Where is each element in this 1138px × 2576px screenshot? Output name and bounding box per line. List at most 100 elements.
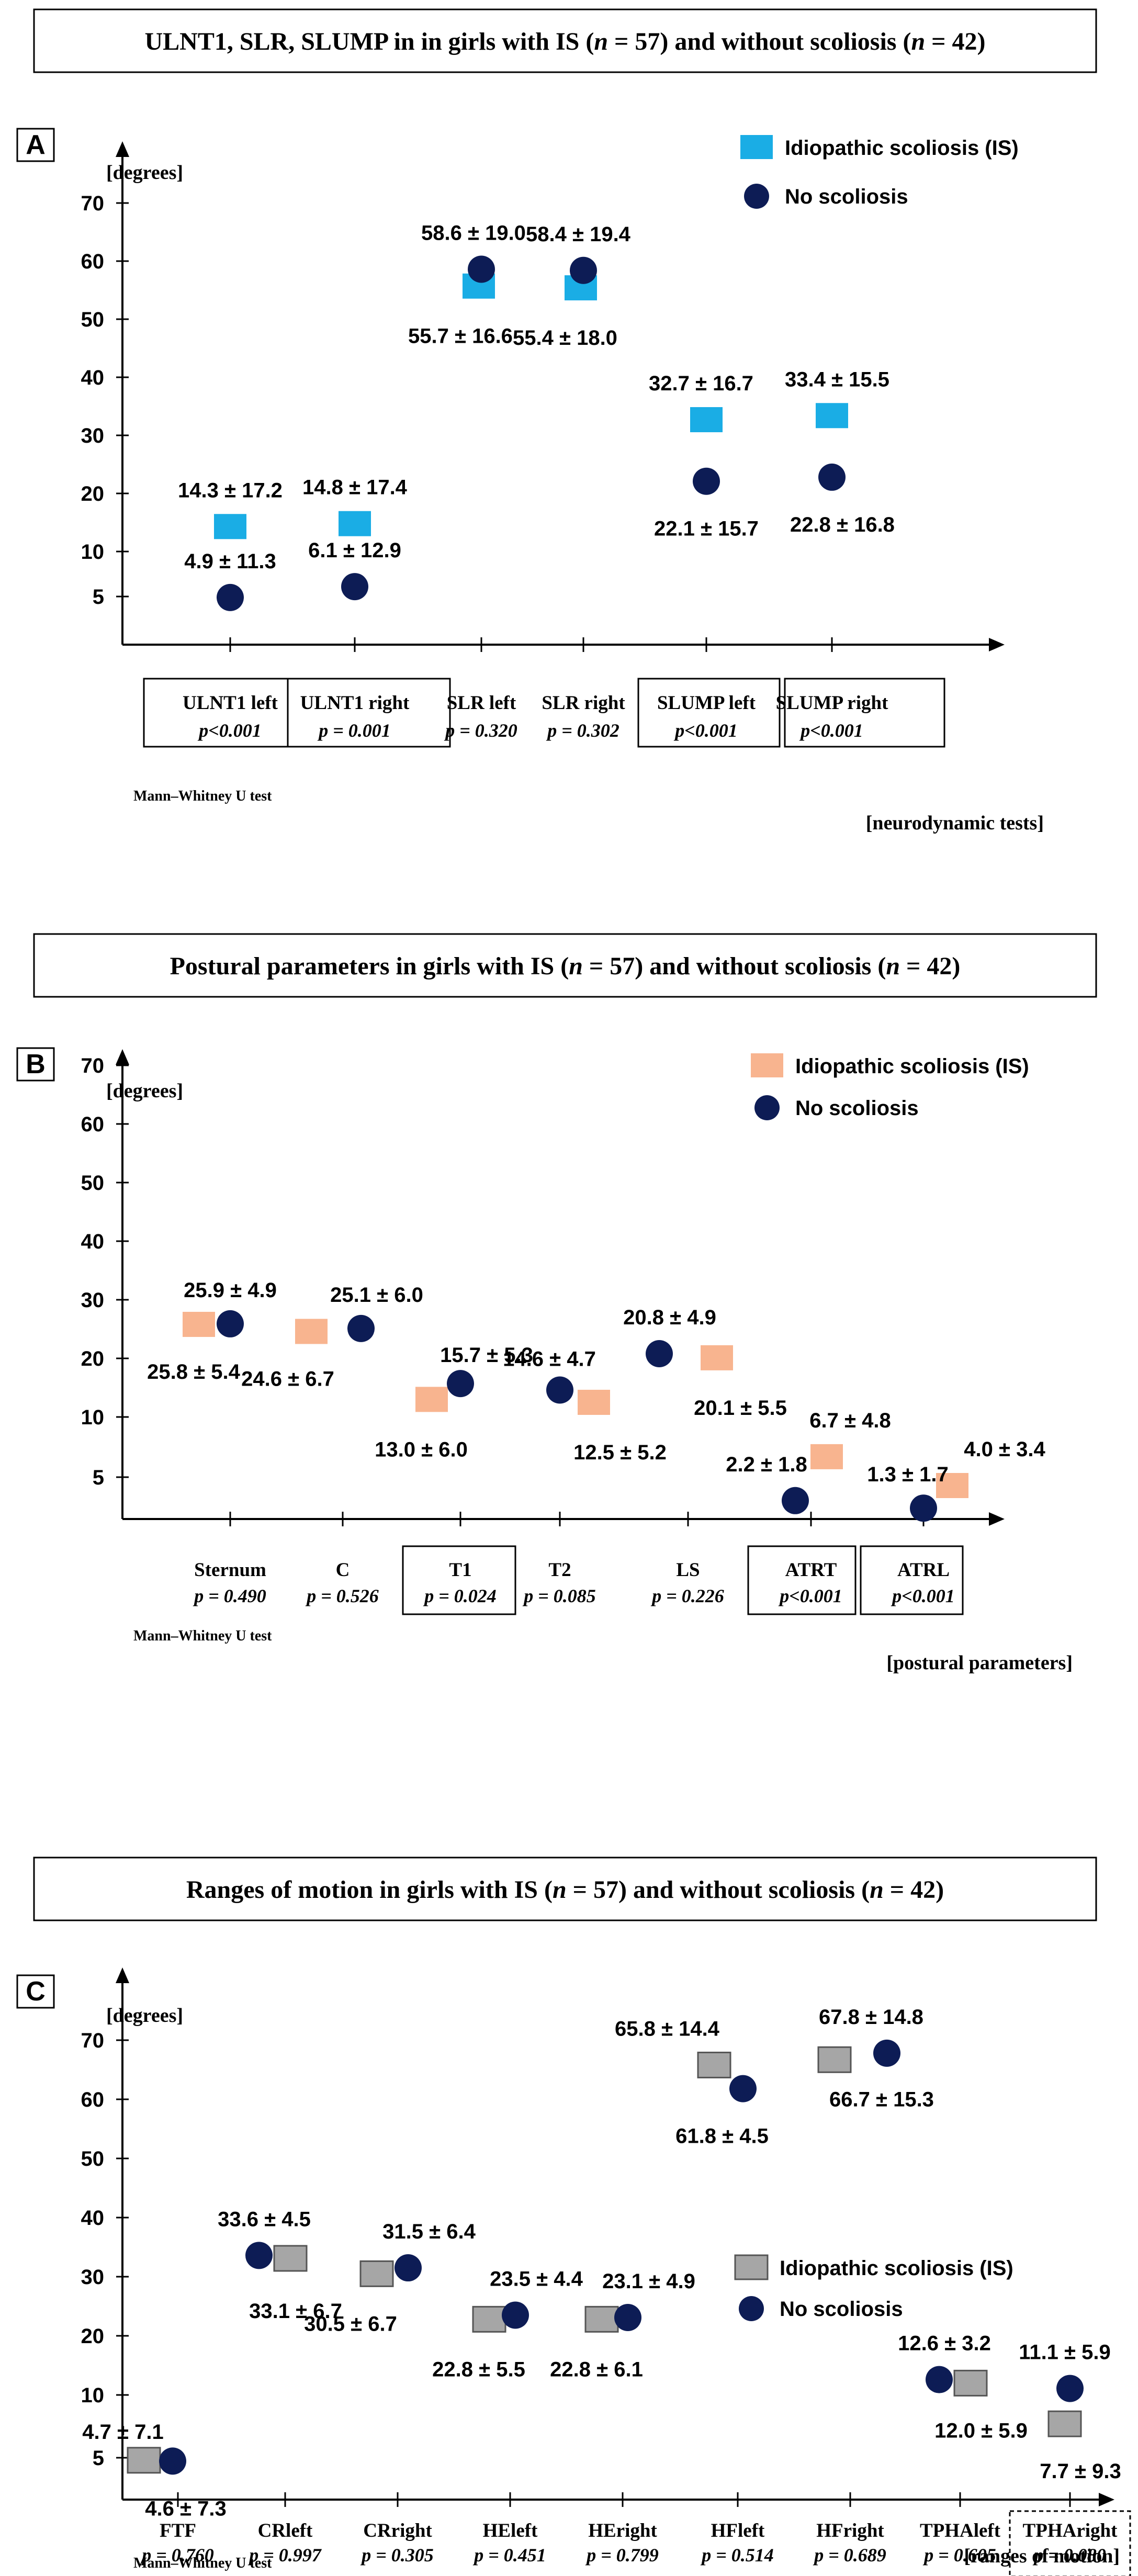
- is-data-point: [810, 1444, 843, 1469]
- ns-value-label: 1.3 ± 1.7: [867, 1463, 948, 1486]
- is-value-label: 7.7 ± 9.3: [1040, 2460, 1121, 2483]
- category-label: HEleft: [483, 2520, 538, 2541]
- ns-value-label: 6.1 ± 12.9: [308, 539, 401, 562]
- legend-marker-square: [740, 135, 773, 159]
- is-data-point: [1047, 2410, 1082, 2437]
- legend-marker-circle: [744, 184, 769, 209]
- panel-A: A [degrees] 5 10 20 30 40 50 60 70 ULNT1 left p<0.0…: [16, 128, 1044, 834]
- chart-title: Ranges of motion in girls with IS (n = 5…: [186, 1876, 944, 1904]
- p-value-label: p = 0.024: [423, 1585, 497, 1606]
- chart-title-n-symbol: n: [870, 1876, 884, 1904]
- y-tick-label: 50: [81, 2147, 105, 2170]
- y-tick-label: 30: [81, 2266, 105, 2289]
- is-value-label: 20.1 ± 5.5: [694, 1397, 787, 1420]
- is-value-label: 55.7 ± 16.6: [408, 325, 513, 348]
- p-value-label: p = 0.689: [813, 2545, 886, 2566]
- is-data-point: [816, 403, 848, 429]
- legend-label-ns: No scoliosis: [785, 185, 908, 208]
- p-value-label: p = 0.305: [360, 2545, 434, 2566]
- category-label: ULNT1 left: [183, 692, 278, 714]
- test-footnote: Mann–Whitney U test: [133, 1628, 272, 1644]
- y-axis-label: [degrees]: [106, 2005, 183, 2027]
- p-value-label: p = 0.085: [522, 1585, 596, 1606]
- significance-box-dashed: [1009, 2510, 1131, 2576]
- x-axis-label: [postural parameters]: [886, 1652, 1073, 1674]
- ns-data-point: [873, 2039, 900, 2067]
- ns-value-label: 23.5 ± 4.4: [490, 2267, 583, 2290]
- is-data-point: [817, 2046, 852, 2073]
- is-value-label: 33.4 ± 15.5: [785, 368, 889, 391]
- y-tick-label: 5: [93, 586, 104, 609]
- ns-value-label: 14.6 ± 4.7: [503, 1347, 596, 1370]
- ns-data-point: [729, 2075, 757, 2102]
- chart-title: ULNT1, SLR, SLUMP in in girls with IS ( n…: [144, 28, 985, 55]
- chart-title-frame: [33, 8, 1097, 73]
- ns-data-point: [217, 583, 244, 611]
- category-label: SLR left: [447, 692, 516, 714]
- category-label: T2: [548, 1559, 571, 1581]
- chart-title-n-symbol: n: [911, 28, 925, 55]
- legend-label-is: Idiopathic scoliosis (IS): [780, 2257, 1013, 2280]
- significance-box: [287, 678, 451, 748]
- chart-title-part: = 42): [900, 952, 960, 980]
- p-value-label: p = 0.799: [585, 2545, 659, 2566]
- significance-box: [747, 1545, 857, 1615]
- p-value-label: p<0.001: [673, 720, 738, 741]
- ns-data-point: [341, 573, 368, 601]
- panel-letter: C: [26, 1976, 46, 2007]
- is-value-label: 33.1 ± 6.7: [249, 2300, 342, 2323]
- ns-value-label: 67.8 ± 14.8: [819, 2006, 923, 2029]
- chart-title: Postural parameters in girls with IS (n …: [170, 952, 961, 980]
- is-value-label: 66.7 ± 15.3: [829, 2088, 934, 2111]
- p-value-label: p = 0.226: [650, 1585, 724, 1606]
- category-label: ATRL: [897, 1559, 950, 1581]
- is-value-label: 32.7 ± 16.7: [649, 372, 753, 395]
- significance-box: [860, 1545, 964, 1615]
- is-value-label: 14.8 ± 17.4: [302, 476, 408, 499]
- is-data-point: [472, 2305, 506, 2333]
- ns-data-point: [395, 2254, 422, 2282]
- is-data-point: [584, 2305, 619, 2333]
- legend-marker-square: [734, 2254, 769, 2280]
- p-value-label: p = 0.997: [247, 2545, 322, 2566]
- chart-title-part: ULNT1, SLR, SLUMP in in girls with IS (: [144, 28, 594, 55]
- chart-title-frame: [33, 1857, 1097, 1921]
- panel-letter: A: [26, 130, 46, 160]
- category-label: LS: [676, 1559, 700, 1581]
- chart-title-frame: [33, 933, 1097, 998]
- ns-value-label: 15.7 ± 5.3: [440, 1344, 533, 1367]
- category-label: C: [336, 1559, 350, 1581]
- ns-data-point: [546, 1376, 573, 1404]
- y-tick-label: 70: [81, 1054, 105, 1077]
- legend-label-is: Idiopathic scoliosis (IS): [795, 1055, 1029, 1078]
- p-value-label: p = 0.526: [305, 1585, 379, 1606]
- ns-data-point: [347, 1314, 375, 1342]
- ns-value-label: 61.8 ± 4.5: [675, 2125, 769, 2148]
- ns-value-label: 2.2 ± 1.8: [726, 1453, 807, 1476]
- is-data-point: [183, 1312, 215, 1337]
- category-label: TPHAleft: [920, 2520, 1001, 2541]
- y-tick-label: 10: [81, 2384, 105, 2407]
- ns-data-point: [926, 2366, 953, 2393]
- y-tick-label: 40: [81, 366, 105, 389]
- ns-data-point: [447, 1370, 474, 1398]
- y-tick-label: 60: [81, 2088, 105, 2111]
- ns-data-point: [502, 2301, 529, 2329]
- y-axis-arrow: [116, 1049, 129, 1065]
- category-label: ULNT1 right: [300, 692, 410, 714]
- ns-value-label: 11.1 ± 5.9: [1019, 2341, 1110, 2364]
- category-label: HFleft: [711, 2520, 765, 2541]
- legend-marker-square: [751, 1053, 783, 1077]
- x-axis-label: [ranges of motion]: [964, 2545, 1120, 2567]
- p-value-label: p = 0.760: [140, 2545, 214, 2566]
- chart-title-part: Postural parameters in girls with IS (: [170, 952, 569, 980]
- significance-box: [637, 678, 781, 748]
- ns-data-point: [614, 2303, 641, 2331]
- category-label: T1: [449, 1559, 471, 1581]
- is-value-label: 30.5 ± 6.7: [304, 2312, 397, 2335]
- is-value-label: 12.0 ± 5.9: [934, 2419, 1028, 2442]
- y-tick-label: 50: [81, 1172, 105, 1195]
- y-tick-label: 30: [81, 424, 105, 447]
- is-data-point: [273, 2245, 308, 2272]
